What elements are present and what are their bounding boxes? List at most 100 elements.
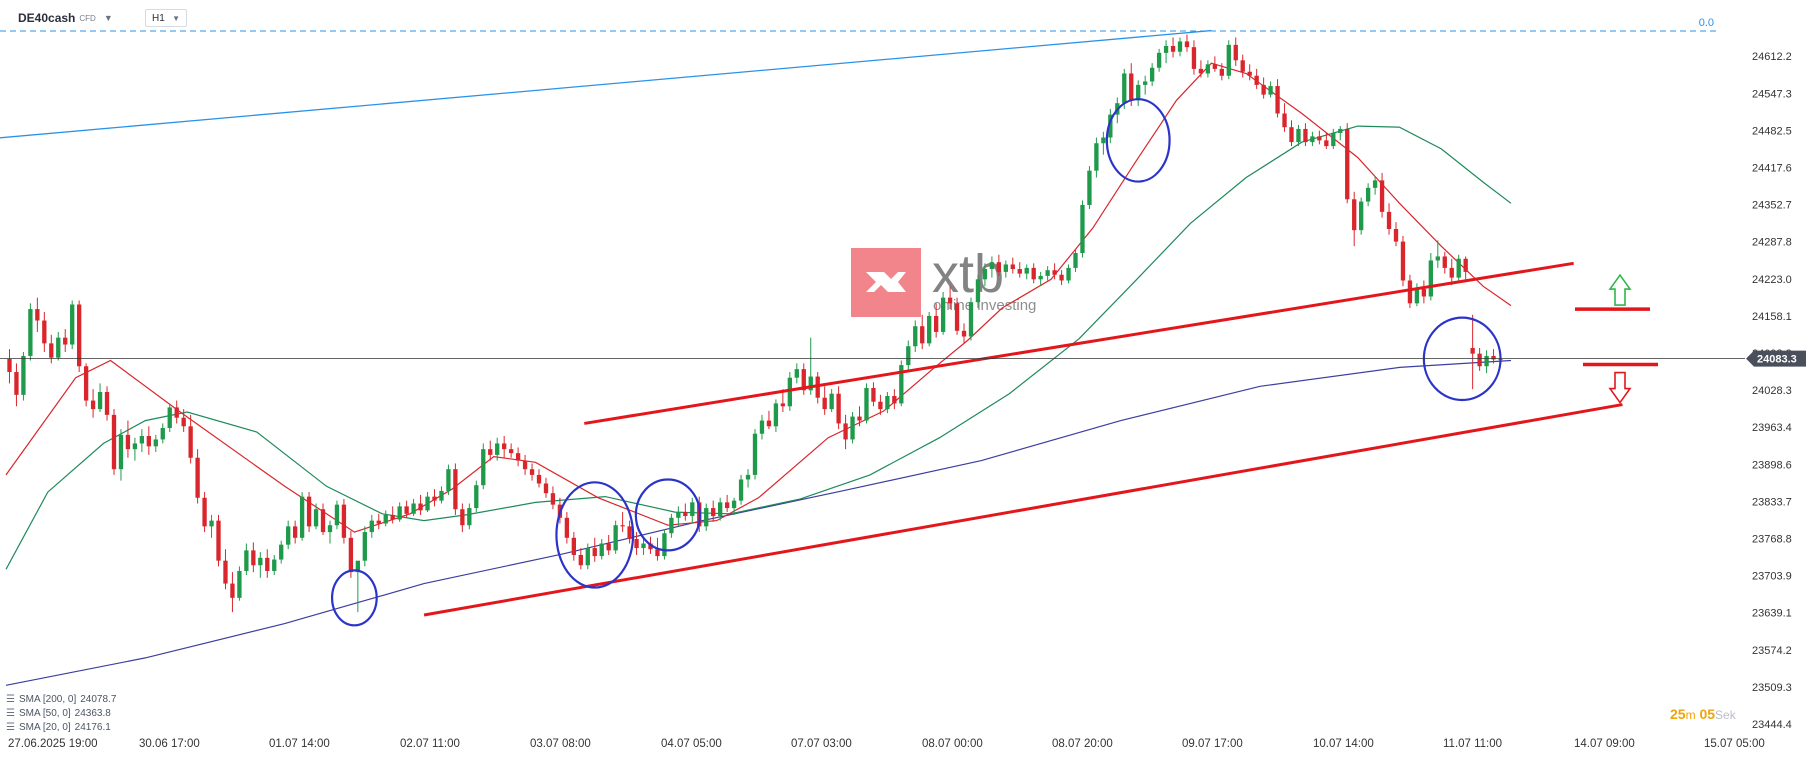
candle[interactable] [759,414,765,440]
candle[interactable] [1435,240,1440,268]
candle[interactable] [167,403,172,433]
highlight-circle[interactable] [1105,98,1171,183]
candle[interactable] [1442,251,1447,274]
candle[interactable] [1338,126,1343,141]
candle[interactable] [362,526,367,567]
candle[interactable] [1282,103,1287,132]
candle[interactable] [836,386,841,430]
candle[interactable] [1414,283,1420,307]
candle[interactable] [1170,37,1176,58]
candle[interactable] [1024,264,1029,280]
candle[interactable] [620,512,625,533]
candle[interactable] [1449,258,1454,286]
candle[interactable] [599,538,604,560]
candle[interactable] [606,534,611,555]
sma-20-line[interactable] [5,62,1512,533]
candle[interactable] [244,543,249,575]
candle[interactable] [543,477,549,498]
candle[interactable] [1038,271,1043,287]
candle[interactable] [975,274,981,308]
candle[interactable] [1407,274,1413,308]
candle[interactable] [822,386,827,415]
candle[interactable] [1136,80,1141,107]
candle[interactable] [550,486,556,510]
candle[interactable] [773,399,779,433]
candle[interactable] [369,514,374,538]
candle[interactable] [1365,183,1371,207]
candle[interactable] [745,469,751,488]
candle[interactable] [731,497,737,515]
candle[interactable] [1212,56,1218,72]
candle[interactable] [355,560,361,613]
candle[interactable] [927,311,932,347]
candle[interactable] [1163,40,1169,64]
candle[interactable] [188,414,193,464]
candle[interactable] [481,443,486,490]
candle[interactable] [613,520,618,554]
candle[interactable] [1428,253,1434,301]
candle[interactable] [376,513,381,530]
candle[interactable] [585,543,590,570]
candle[interactable] [28,303,33,361]
legend-sma-50[interactable]: ☰ SMA [50, 0] 24363.8 [6,708,111,719]
candle[interactable] [174,400,179,424]
candle[interactable] [1059,270,1064,286]
candle[interactable] [920,314,925,350]
candle[interactable] [1359,197,1364,235]
candle[interactable] [125,420,131,458]
candle[interactable] [578,548,583,570]
chevron-down-icon[interactable]: ▼ [172,13,180,23]
candle[interactable] [216,514,221,567]
candle[interactable] [146,426,151,455]
symbol-selector[interactable]: DE40cash CFD ▼ [18,9,113,27]
candle[interactable] [766,410,772,430]
candle[interactable] [265,549,270,578]
candle[interactable] [529,463,535,481]
candle[interactable] [906,340,911,371]
candle[interactable] [1052,263,1057,280]
candle[interactable] [1010,257,1015,274]
candle[interactable] [341,498,347,544]
candle[interactable] [1393,222,1399,247]
candle[interactable] [780,389,786,412]
candle[interactable] [1184,34,1190,52]
candle[interactable] [508,443,514,458]
candle[interactable] [794,363,799,384]
candle[interactable] [954,297,960,335]
candle[interactable] [738,474,744,505]
candle[interactable] [1003,260,1008,278]
candle[interactable] [843,414,848,450]
candle[interactable] [258,552,263,578]
candle[interactable] [1205,60,1211,78]
candle[interactable] [425,492,430,513]
candle[interactable] [1470,314,1475,390]
candle[interactable] [1261,77,1266,99]
candle[interactable] [83,363,89,407]
candle[interactable] [899,360,904,407]
candle[interactable] [1143,75,1148,95]
candle[interactable] [195,449,200,504]
candle[interactable] [1191,40,1197,75]
candle[interactable] [49,334,54,364]
candle[interactable] [1094,137,1099,178]
candle[interactable] [1198,60,1204,78]
candle[interactable] [502,436,507,458]
candle[interactable] [1331,128,1336,149]
candle[interactable] [460,503,465,533]
sma-50-line[interactable] [5,125,1512,570]
candle[interactable] [871,382,876,407]
candle[interactable] [160,423,165,444]
candle[interactable] [132,437,138,461]
candle[interactable] [515,447,521,467]
candle[interactable] [1129,63,1134,107]
candle[interactable] [313,503,319,530]
candle[interactable] [961,323,967,344]
candle[interactable] [1108,108,1113,144]
candle[interactable] [42,311,47,352]
candle[interactable] [90,389,96,418]
candle[interactable] [1080,200,1085,258]
candle[interactable] [1066,264,1071,284]
candle[interactable] [1324,132,1329,149]
candle[interactable] [439,486,444,504]
